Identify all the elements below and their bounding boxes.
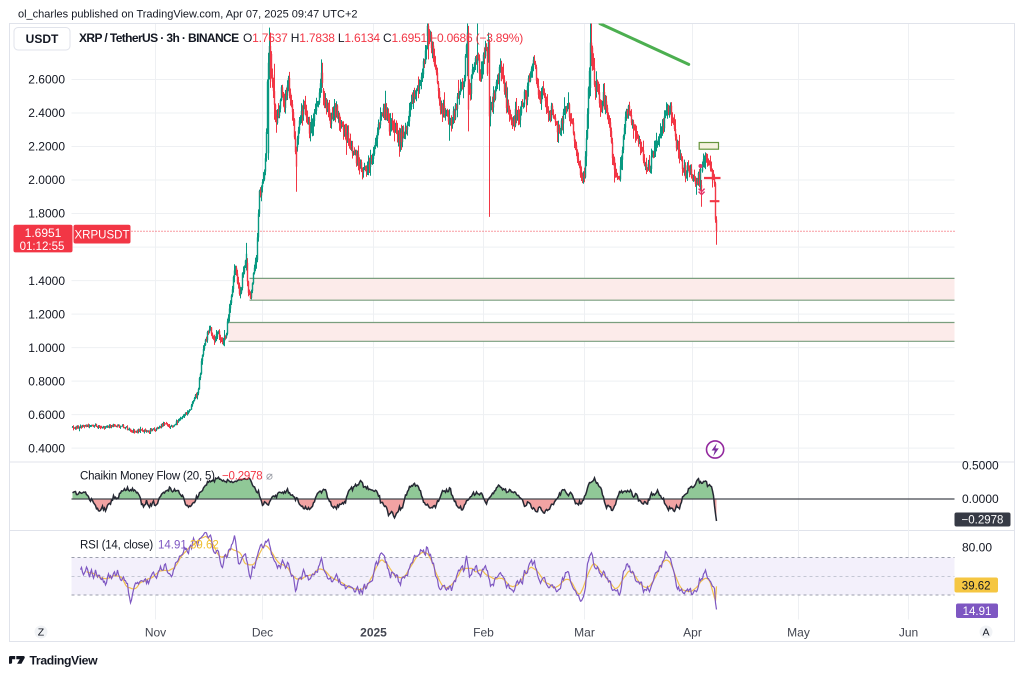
svg-text:0.5000: 0.5000	[962, 459, 999, 473]
svg-text:1.0000: 1.0000	[28, 341, 65, 355]
svg-text:A: A	[982, 627, 989, 639]
svg-text:Jun: Jun	[899, 626, 918, 640]
svg-text:1.8000: 1.8000	[28, 207, 65, 221]
svg-text:0.6000: 0.6000	[28, 408, 65, 422]
svg-text:TradingView: TradingView	[30, 653, 99, 667]
svg-text:Z: Z	[38, 627, 45, 639]
svg-text:14.91: 14.91	[963, 606, 992, 618]
svg-text:01:12:55: 01:12:55	[20, 241, 65, 253]
svg-text:14.91: 14.91	[158, 540, 187, 552]
svg-text:−0.2978: −0.2978	[962, 515, 1004, 527]
svg-text:Chaikin Money Flow (20, 5): Chaikin Money Flow (20, 5)	[80, 471, 215, 483]
svg-text:1.2000: 1.2000	[28, 307, 65, 321]
svg-text:1.6951: 1.6951	[25, 226, 62, 240]
svg-text:−0.2978: −0.2978	[222, 471, 263, 483]
svg-text:Dec: Dec	[252, 626, 273, 640]
svg-text:2.4000: 2.4000	[28, 106, 65, 120]
svg-text:0.0000: 0.0000	[962, 492, 999, 506]
svg-text:0.8000: 0.8000	[28, 374, 65, 388]
svg-text:XRP / TetherUS · 3h · BINANCE: XRP / TetherUS · 3h · BINANCE	[79, 31, 239, 45]
svg-text:80.00: 80.00	[962, 541, 992, 555]
svg-text:May: May	[787, 626, 810, 640]
svg-text:Feb: Feb	[473, 626, 494, 640]
svg-text:2.0000: 2.0000	[28, 173, 65, 187]
svg-text:USDT: USDT	[26, 32, 59, 46]
svg-text:⌀: ⌀	[266, 471, 273, 483]
svg-text:O1.7637 H1.7838 L1.6134 C1.695: O1.7637 H1.7838 L1.6134 C1.6951 −0.0686 …	[243, 31, 523, 45]
svg-text:RSI (14, close): RSI (14, close)	[80, 540, 153, 552]
svg-text:Mar: Mar	[574, 626, 595, 640]
svg-text:Apr: Apr	[683, 626, 702, 640]
svg-text:39.62: 39.62	[962, 581, 991, 593]
svg-text:0.4000: 0.4000	[28, 441, 65, 455]
svg-text:Nov: Nov	[145, 626, 166, 640]
svg-text:XRPUSDT: XRPUSDT	[75, 229, 130, 241]
svg-text:39.62: 39.62	[190, 540, 219, 552]
svg-text:ol_charles published on Tradin: ol_charles published on TradingView.com,…	[18, 9, 358, 21]
svg-text:2025: 2025	[360, 626, 387, 640]
svg-text:2.6000: 2.6000	[28, 73, 65, 87]
svg-text:2.2000: 2.2000	[28, 140, 65, 154]
svg-text:1.4000: 1.4000	[28, 274, 65, 288]
